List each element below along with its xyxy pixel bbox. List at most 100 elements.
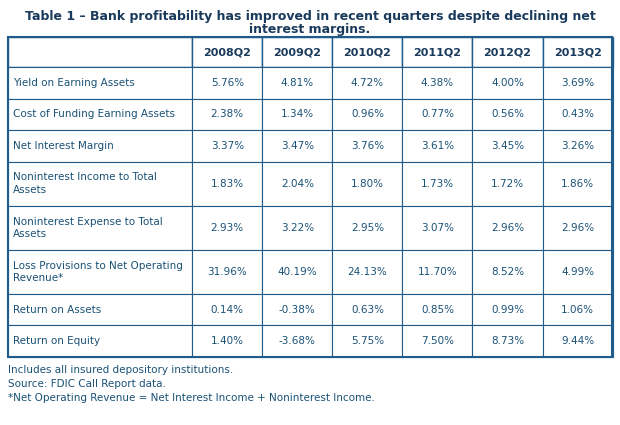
Bar bbox=[332, 67, 402, 99]
Bar bbox=[542, 250, 613, 294]
Text: 1.34%: 1.34% bbox=[281, 109, 314, 119]
Text: 4.81%: 4.81% bbox=[281, 78, 314, 88]
Text: 9.44%: 9.44% bbox=[561, 336, 594, 346]
Text: 2.38%: 2.38% bbox=[211, 109, 244, 119]
Bar bbox=[472, 326, 542, 357]
Text: 3.37%: 3.37% bbox=[211, 141, 244, 151]
Bar bbox=[542, 162, 613, 206]
Bar bbox=[8, 250, 192, 294]
Text: 0.85%: 0.85% bbox=[421, 305, 454, 315]
Bar bbox=[332, 206, 402, 250]
Bar bbox=[542, 37, 613, 67]
Bar bbox=[192, 162, 262, 206]
Bar bbox=[8, 294, 192, 326]
Text: 3.07%: 3.07% bbox=[421, 223, 454, 233]
Text: 2.96%: 2.96% bbox=[491, 223, 524, 233]
Text: Cost of Funding Earning Assets: Cost of Funding Earning Assets bbox=[13, 109, 175, 119]
Bar bbox=[192, 250, 262, 294]
Text: 4.99%: 4.99% bbox=[561, 267, 594, 277]
Text: Return on Equity: Return on Equity bbox=[13, 336, 100, 346]
Bar bbox=[332, 99, 402, 130]
Bar bbox=[472, 37, 542, 67]
Text: 2.93%: 2.93% bbox=[211, 223, 244, 233]
Bar bbox=[262, 206, 332, 250]
Bar bbox=[472, 250, 542, 294]
Text: 1.06%: 1.06% bbox=[561, 305, 594, 315]
Text: 11.70%: 11.70% bbox=[418, 267, 458, 277]
Text: 0.63%: 0.63% bbox=[351, 305, 384, 315]
Bar bbox=[402, 326, 472, 357]
Text: Noninterest Income to Total
Assets: Noninterest Income to Total Assets bbox=[13, 173, 157, 195]
Text: 5.76%: 5.76% bbox=[211, 78, 244, 88]
Bar bbox=[472, 206, 542, 250]
Bar bbox=[192, 130, 262, 162]
Text: 1.80%: 1.80% bbox=[351, 178, 384, 189]
Text: 0.14%: 0.14% bbox=[211, 305, 244, 315]
Bar bbox=[402, 250, 472, 294]
Bar bbox=[192, 37, 262, 67]
Text: 1.86%: 1.86% bbox=[561, 178, 594, 189]
Bar bbox=[262, 37, 332, 67]
Text: 3.22%: 3.22% bbox=[281, 223, 314, 233]
Text: 31.96%: 31.96% bbox=[207, 267, 247, 277]
Text: 1.83%: 1.83% bbox=[211, 178, 244, 189]
Bar bbox=[332, 130, 402, 162]
Bar bbox=[402, 99, 472, 130]
Bar bbox=[332, 37, 402, 67]
Bar bbox=[542, 99, 613, 130]
Bar bbox=[262, 99, 332, 130]
Bar bbox=[332, 162, 402, 206]
Bar bbox=[472, 294, 542, 326]
Bar bbox=[262, 250, 332, 294]
Text: 8.52%: 8.52% bbox=[491, 267, 524, 277]
Text: 3.45%: 3.45% bbox=[491, 141, 524, 151]
Bar bbox=[542, 67, 613, 99]
Bar bbox=[262, 326, 332, 357]
Bar bbox=[192, 294, 262, 326]
Bar bbox=[542, 294, 613, 326]
Bar bbox=[192, 326, 262, 357]
Bar bbox=[8, 130, 192, 162]
Text: 2010Q2: 2010Q2 bbox=[343, 47, 391, 57]
Text: Loss Provisions to Net Operating
Revenue*: Loss Provisions to Net Operating Revenue… bbox=[13, 261, 183, 283]
Text: 3.26%: 3.26% bbox=[561, 141, 594, 151]
Bar bbox=[8, 37, 192, 67]
Text: 0.77%: 0.77% bbox=[421, 109, 454, 119]
Bar bbox=[262, 162, 332, 206]
Bar bbox=[402, 67, 472, 99]
Bar bbox=[402, 162, 472, 206]
Text: 0.99%: 0.99% bbox=[491, 305, 524, 315]
Bar bbox=[262, 294, 332, 326]
Text: 2013Q2: 2013Q2 bbox=[554, 47, 601, 57]
Text: 3.61%: 3.61% bbox=[421, 141, 454, 151]
Text: -0.38%: -0.38% bbox=[279, 305, 316, 315]
Bar bbox=[192, 67, 262, 99]
Text: 1.73%: 1.73% bbox=[421, 178, 454, 189]
Text: 4.72%: 4.72% bbox=[351, 78, 384, 88]
Bar bbox=[8, 206, 192, 250]
Bar bbox=[262, 67, 332, 99]
Text: Source: FDIC Call Report data.: Source: FDIC Call Report data. bbox=[8, 379, 166, 389]
Bar bbox=[8, 326, 192, 357]
Bar bbox=[402, 294, 472, 326]
Bar bbox=[8, 162, 192, 206]
Text: 2012Q2: 2012Q2 bbox=[484, 47, 531, 57]
Text: Noninterest Expense to Total
Assets: Noninterest Expense to Total Assets bbox=[13, 217, 162, 239]
Bar bbox=[8, 37, 612, 357]
Text: -3.68%: -3.68% bbox=[279, 336, 316, 346]
Text: interest margins.: interest margins. bbox=[249, 23, 371, 36]
Bar bbox=[402, 130, 472, 162]
Text: 1.40%: 1.40% bbox=[211, 336, 244, 346]
Bar bbox=[402, 37, 472, 67]
Text: Return on Assets: Return on Assets bbox=[13, 305, 101, 315]
Text: 2.96%: 2.96% bbox=[561, 223, 594, 233]
Text: Table 1 – Bank profitability has improved in recent quarters despite declining n: Table 1 – Bank profitability has improve… bbox=[25, 10, 595, 23]
Text: 7.50%: 7.50% bbox=[421, 336, 454, 346]
Bar bbox=[332, 326, 402, 357]
Bar bbox=[472, 99, 542, 130]
Text: 3.69%: 3.69% bbox=[561, 78, 594, 88]
Text: 2011Q2: 2011Q2 bbox=[414, 47, 461, 57]
Text: 5.75%: 5.75% bbox=[351, 336, 384, 346]
Bar bbox=[192, 206, 262, 250]
Text: 0.96%: 0.96% bbox=[351, 109, 384, 119]
